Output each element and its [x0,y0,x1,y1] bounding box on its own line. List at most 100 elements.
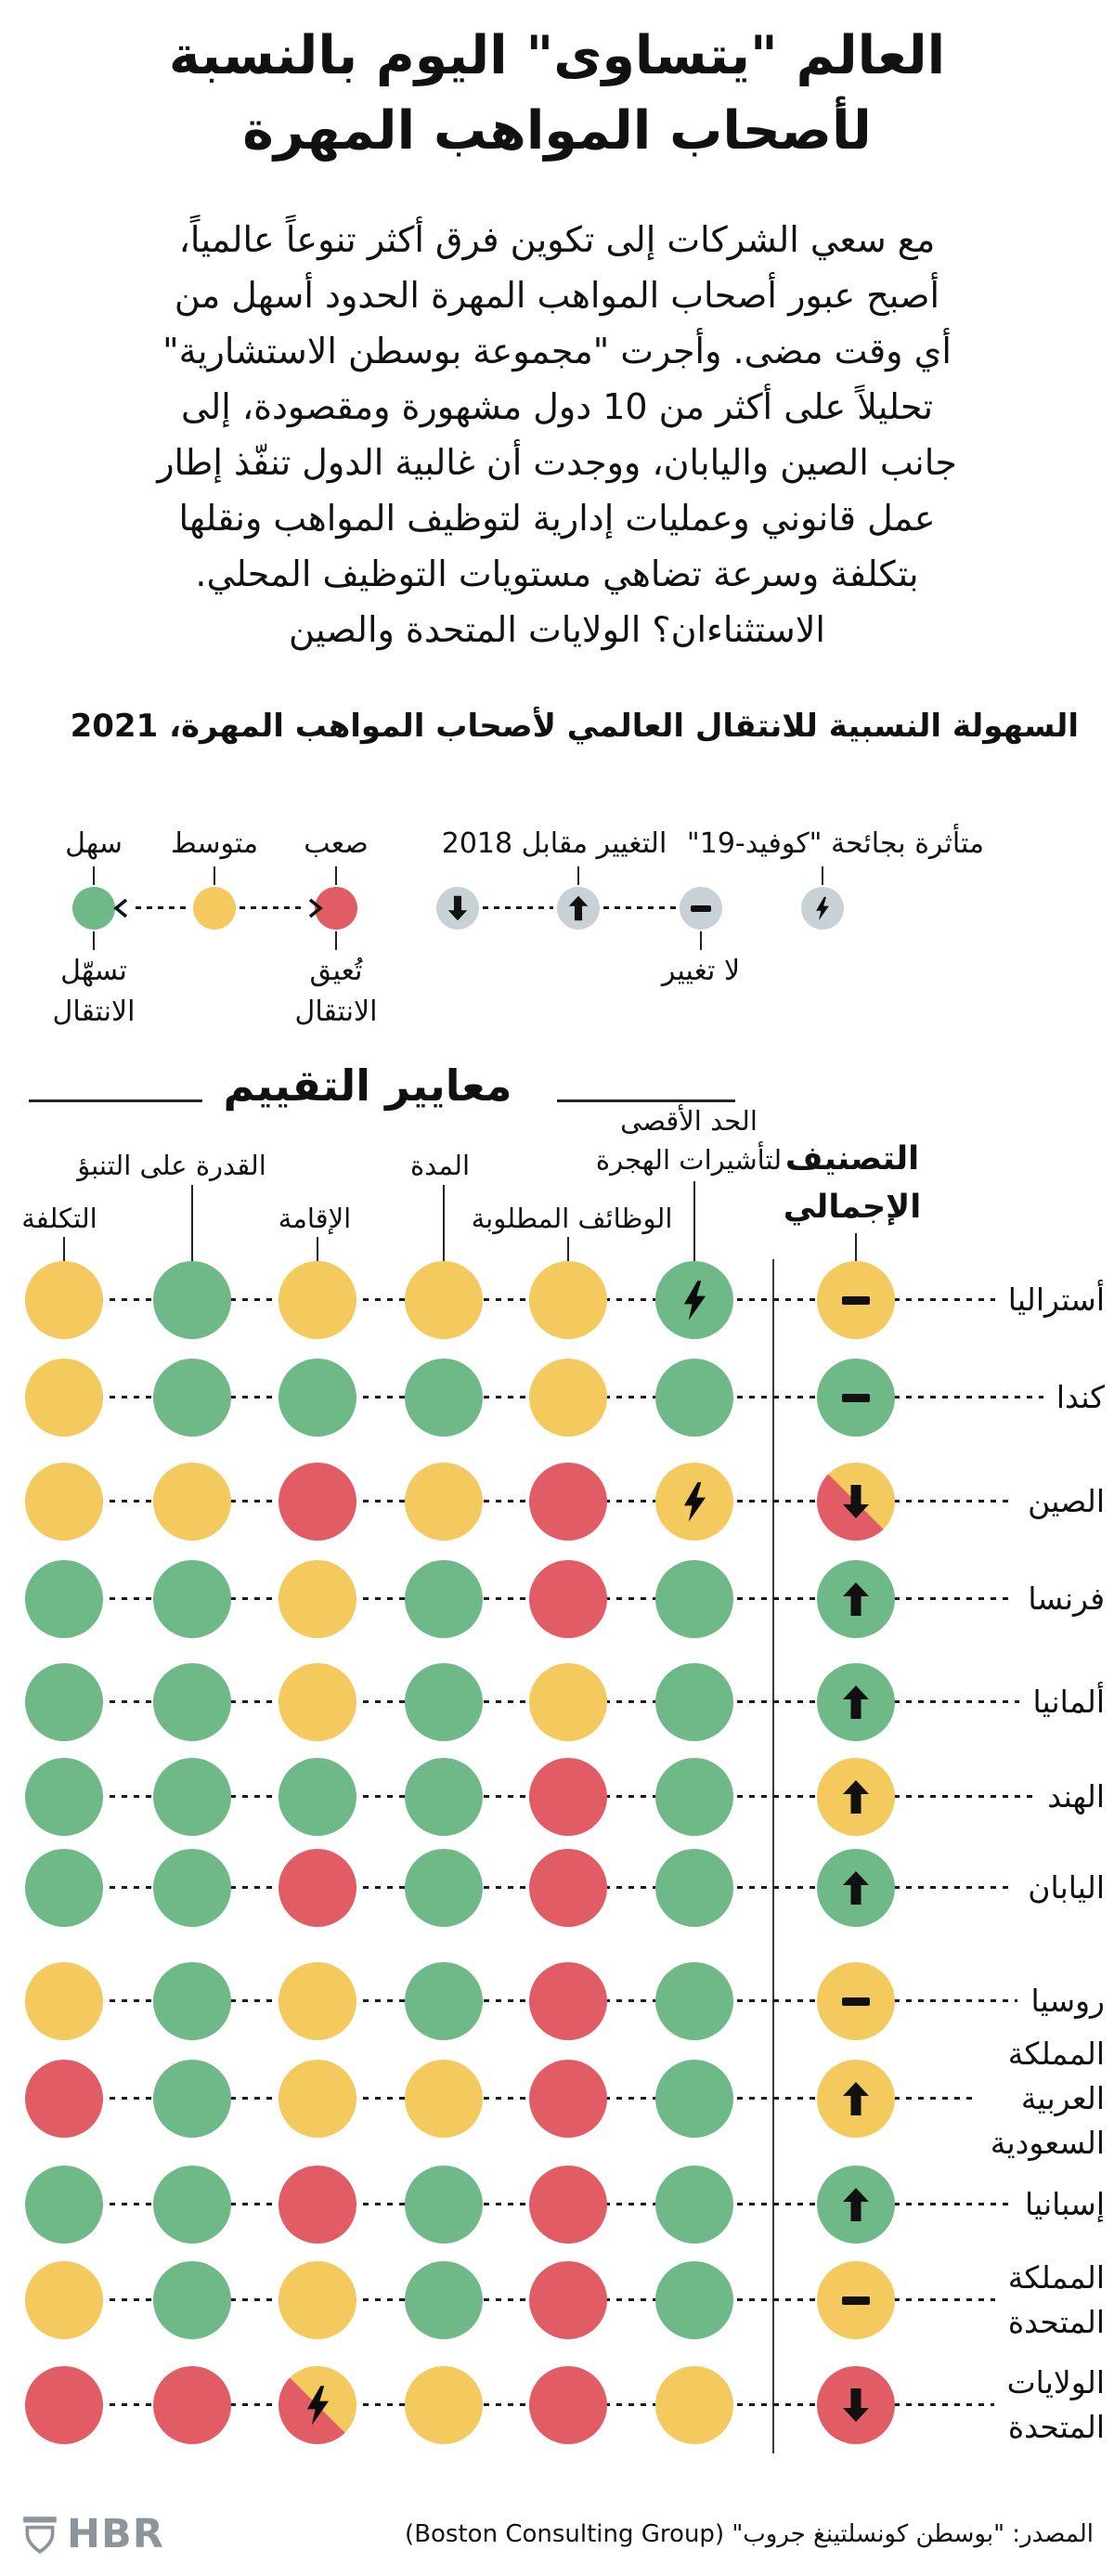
up-arrow-icon [843,1582,869,1616]
matrix-dot-كندا-5 [655,1359,733,1437]
matrix-dot-أستراليا-2 [278,1261,356,1339]
matrix-dot-روسيا-2 [278,1962,356,2040]
matrix-dot-اليابان-5 [655,1849,733,1927]
legend-tick [214,866,215,885]
column-label-0: التكلفة [21,1203,97,1234]
matrix-dot-اليابان-0 [25,1849,103,1927]
matrix-dot-الولايات المتحدة-0 [25,2366,103,2444]
matrix-dot-المملكة العربية السعودية-1 [153,2060,231,2138]
column-tick [191,1185,193,1261]
country-label: الصين [1015,1477,1114,1526]
matrix-dot-أستراليا-1 [153,1261,231,1339]
matrix-dot-الولايات المتحدة-4 [529,2366,607,2444]
matrix-dot-الصين-1 [153,1463,231,1541]
up-arrow-icon [843,2082,869,2115]
matrix-dot-إسبانيا-1 [153,2166,231,2244]
legend-easy-label: سهل [65,827,123,860]
overall-dot-المملكة العربية السعودية [817,2060,895,2138]
matrix-dot-كندا-4 [529,1359,607,1437]
matrix-dot-الولايات المتحدة-1 [153,2366,231,2444]
lightning-bolt-icon [816,896,829,920]
country-label: أستراليا [994,1276,1114,1324]
country-label: المملكة العربية السعودية [977,2030,1114,2167]
matrix-dot-المملكة العربية السعودية-4 [529,2060,607,2138]
column-tick [317,1237,318,1261]
matrix-dot-ألمانيا-2 [278,1663,356,1741]
country-label: ألمانيا [1019,1678,1114,1726]
hbr-shield-icon [23,2517,57,2555]
column-tick [567,1237,569,1261]
legend-dash [483,906,553,909]
legend-covid-label: متأثرة بجائحة "كوفيد-19" [686,827,985,860]
legend-easy-sublabel: تسهّل الانتقال [52,955,136,1028]
country-label: الولايات المتحدة [993,2359,1114,2452]
matrix-dot-الهند-3 [405,1758,483,1836]
column-label-3: المدة [409,1150,471,1181]
legend-medium-dot [193,887,236,930]
up-arrow-icon [568,895,589,921]
up-arrow-icon [843,1780,869,1814]
matrix-dot-الصين-4 [529,1463,607,1541]
overall-divider-line [772,1259,774,2453]
matrix-dot-المملكة المتحدة-3 [405,2261,483,2339]
matrix-dot-كندا-1 [153,1359,231,1437]
legend-worse-circle [436,887,479,930]
matrix-dot-اليابان-3 [405,1849,483,1927]
legend-no-change-circle [680,887,722,930]
matrix-dot-كندا-3 [405,1359,483,1437]
down-arrow-icon [843,1485,869,1518]
matrix-dot-روسيا-3 [405,1962,483,2040]
down-arrow-icon [447,895,468,921]
matrix-dot-الولايات المتحدة-3 [405,2366,483,2444]
matrix-dot-الصين-3 [405,1463,483,1541]
matrix-dot-المملكة المتحدة-1 [153,2261,231,2339]
legend-tick [335,866,337,885]
legend-tick [577,866,579,885]
criteria-section-title: معايير التقييم [223,1060,512,1111]
header-rule [557,1099,735,1102]
matrix-dot-المملكة العربية السعودية-0 [25,2060,103,2138]
matrix-dot-إسبانيا-2 [278,2166,356,2244]
matrix-dot-ألمانيا-0 [25,1663,103,1741]
lightning-bolt-icon [683,1481,706,1522]
column-tick [443,1185,445,1261]
matrix-dot-فرنسا-5 [655,1560,733,1638]
matrix-dot-ألمانيا-4 [529,1663,607,1741]
matrix-dot-ألمانيا-5 [655,1663,733,1741]
overall-dot-روسيا [817,1962,895,2040]
matrix-dot-الصين-0 [25,1463,103,1541]
chevron-right-icon [308,898,323,918]
intro-paragraph: مع سعي الشركات إلى تكوين فرق أكثر تنوعاً… [157,219,957,650]
legend-tick [822,866,823,885]
column-tick [693,1181,695,1261]
matrix-dot-ألمانيا-1 [153,1663,231,1741]
matrix-dot-روسيا-1 [153,1962,231,2040]
overall-dot-الصين [817,1463,895,1541]
matrix-dot-المملكة العربية السعودية-2 [278,2060,356,2138]
legend-easy-dot [72,887,115,930]
matrix-dot-روسيا-0 [25,1962,103,2040]
up-arrow-icon [843,1685,869,1719]
matrix-dot-فرنسا-0 [25,1560,103,1638]
matrix-dot-المملكة المتحدة-5 [655,2261,733,2339]
matrix-dot-اليابان-2 [278,1849,356,1927]
matrix-dot-فرنسا-1 [153,1560,231,1638]
legend-tick [335,931,337,950]
legend-tick [93,866,95,885]
overall-dot-ألمانيا [817,1663,895,1741]
header-rule [29,1099,202,1102]
matrix-dot-الهند-1 [153,1758,231,1836]
no-change-icon [842,1997,870,2006]
legend-dash [240,906,306,909]
legend-medium-label: متوسط [170,827,259,860]
overall-column-label: التصنيف الإجمالي [783,1140,922,1226]
overall-dot-المملكة المتحدة [817,2261,895,2339]
matrix-dot-فرنسا-2 [278,1560,356,1638]
matrix-dot-المملكة المتحدة-2 [278,2261,356,2339]
up-arrow-icon [843,2188,869,2221]
no-change-icon [842,2296,870,2305]
matrix-dot-كندا-0 [25,1359,103,1437]
matrix-dot-أستراليا-5 [655,1261,733,1339]
